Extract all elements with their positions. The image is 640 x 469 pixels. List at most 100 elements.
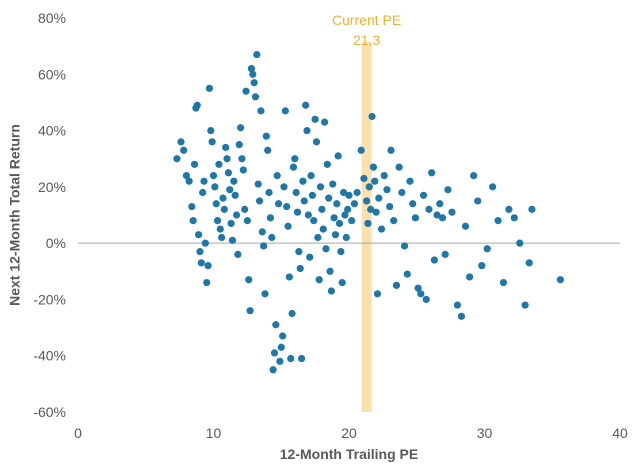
data-point [353, 188, 361, 197]
data-point [369, 163, 377, 171]
data-point [409, 200, 417, 208]
y-tick-label: 80% [38, 10, 66, 26]
data-point [255, 197, 264, 205]
data-point [211, 183, 219, 191]
data-point [316, 183, 325, 191]
data-point [299, 177, 307, 185]
data-point [430, 256, 438, 264]
data-point [337, 247, 345, 256]
data-point [266, 214, 275, 222]
data-point [296, 264, 304, 273]
data-point [406, 177, 414, 185]
data-point [395, 163, 403, 171]
data-point [357, 146, 365, 154]
data-point [453, 301, 461, 309]
data-point [319, 225, 327, 233]
data-point [270, 349, 279, 357]
data-point [297, 354, 306, 363]
data-point [372, 208, 380, 216]
data-point [380, 172, 388, 180]
data-point [433, 211, 441, 219]
y-tick-label: 20% [38, 179, 66, 195]
data-point [322, 245, 330, 253]
data-point [239, 166, 247, 174]
data-point [288, 309, 296, 318]
x-tick-label: 40 [612, 425, 628, 441]
data-point [414, 284, 422, 292]
x-axis-title: 12-Month Trailing PE [280, 446, 418, 462]
data-point [222, 143, 230, 152]
data-point [205, 84, 214, 92]
data-point [260, 242, 268, 250]
data-point [272, 321, 280, 329]
data-point [283, 202, 291, 211]
data-point [257, 107, 265, 115]
data-point [489, 183, 497, 191]
data-point [227, 219, 235, 228]
data-point [303, 126, 311, 135]
data-point [247, 65, 256, 73]
data-point [478, 262, 486, 270]
data-point [327, 287, 335, 295]
data-point [348, 217, 356, 225]
data-point [295, 247, 303, 256]
data-point [436, 200, 444, 208]
data-point [419, 191, 428, 199]
data-point [241, 205, 249, 213]
data-point [375, 194, 383, 202]
data-point [216, 225, 224, 233]
data-point [224, 169, 233, 177]
data-point [180, 146, 188, 154]
data-point [311, 115, 319, 123]
y-tick-label: -40% [33, 348, 66, 364]
data-point [199, 188, 207, 197]
data-point [203, 278, 211, 287]
data-point [213, 217, 222, 225]
x-tick-label: 30 [477, 425, 493, 441]
data-point [398, 188, 406, 197]
data-point [345, 191, 353, 199]
data-point [284, 222, 292, 230]
data-point [377, 225, 386, 233]
data-point [289, 163, 298, 171]
data-point [276, 357, 284, 365]
data-point [194, 231, 203, 239]
data-point [277, 343, 285, 351]
data-point [231, 191, 239, 199]
data-point [344, 205, 352, 213]
data-point [208, 138, 216, 146]
data-point [367, 205, 375, 213]
data-point [499, 278, 508, 287]
data-point [230, 177, 238, 185]
y-tick-label: 40% [38, 123, 66, 139]
data-point [251, 93, 260, 101]
data-point [274, 200, 283, 208]
x-tick-label: 10 [206, 425, 222, 441]
data-point [334, 152, 342, 160]
data-point [444, 186, 452, 194]
data-point [242, 87, 250, 95]
data-point [310, 217, 318, 225]
data-point [448, 208, 456, 216]
data-point [237, 124, 245, 132]
data-point [425, 205, 433, 213]
data-point [331, 231, 340, 239]
data-point [323, 160, 331, 168]
x-tick-label: 20 [341, 425, 357, 441]
data-point [196, 247, 204, 256]
data-point [390, 217, 398, 225]
data-point [293, 208, 302, 216]
data-point [457, 312, 466, 320]
data-point [279, 332, 287, 340]
data-point [363, 197, 371, 205]
data-point [342, 233, 350, 242]
x-axis-ticks: 0 10 20 30 40 [74, 425, 628, 441]
data-point [441, 250, 449, 258]
data-point [556, 276, 564, 284]
data-point [528, 205, 536, 213]
data-point [238, 155, 246, 163]
data-point [223, 155, 231, 163]
data-point [326, 267, 334, 275]
data-point [368, 112, 376, 121]
data-point [190, 160, 199, 168]
